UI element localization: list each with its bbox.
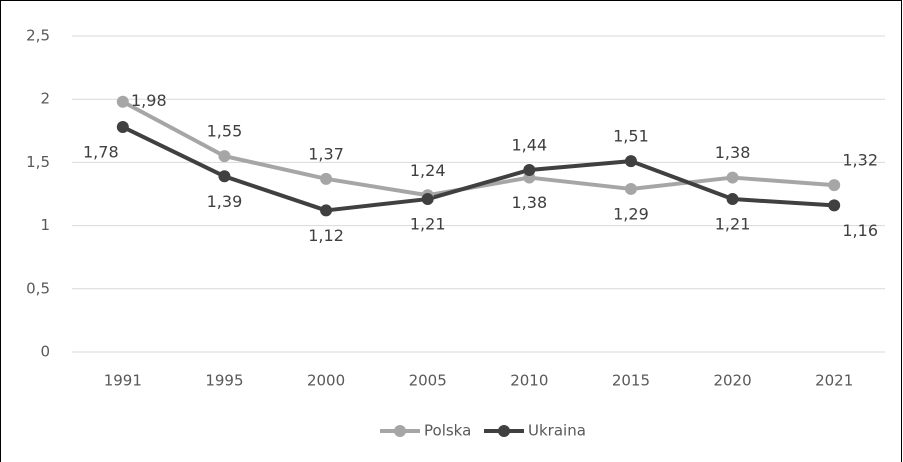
x-tick-label: 2010	[510, 372, 548, 390]
data-label: 1,21	[410, 215, 446, 234]
legend-label: Polska	[424, 422, 471, 440]
data-label: 1,44	[512, 135, 548, 154]
x-tick-label: 2021	[815, 372, 853, 390]
legend-marker	[498, 425, 510, 437]
y-tick-label: 0,5	[26, 279, 50, 297]
series-line	[121, 125, 835, 213]
data-point	[828, 199, 841, 212]
x-tick-label: 2020	[713, 372, 751, 390]
x-tick-label: 1995	[205, 372, 243, 390]
data-point	[320, 204, 333, 217]
data-label: 1,38	[512, 193, 548, 212]
data-label: 1,39	[207, 192, 243, 211]
data-point	[828, 179, 841, 192]
data-label: 1,29	[613, 204, 649, 223]
data-point	[726, 171, 739, 184]
data-point	[421, 193, 434, 206]
x-tick-label: 2015	[612, 372, 650, 390]
data-point	[726, 193, 739, 206]
data-label: 1,78	[83, 143, 119, 162]
legend-label: Ukraina	[528, 422, 586, 440]
data-point	[116, 95, 129, 108]
y-tick-label: 0	[40, 343, 50, 361]
legend-marker	[394, 425, 406, 437]
x-tick-label: 2000	[307, 372, 345, 390]
data-point	[218, 150, 231, 163]
y-tick-label: 2	[40, 90, 50, 108]
data-label: 1,21	[715, 215, 751, 234]
y-tick-label: 1,5	[26, 153, 50, 171]
y-tick-label: 1	[40, 216, 50, 234]
data-label: 1,55	[207, 122, 243, 141]
data-label: 1,32	[842, 151, 878, 170]
data-point	[320, 172, 333, 185]
data-point	[218, 170, 231, 183]
data-label: 1,51	[613, 127, 649, 146]
data-label: 1,24	[410, 161, 446, 180]
data-label: 1,12	[308, 226, 344, 245]
data-label: 1,37	[308, 144, 344, 163]
data-point	[116, 121, 129, 134]
data-point	[624, 155, 637, 168]
x-tick-label: 2005	[409, 372, 447, 390]
x-tick-label: 1991	[104, 372, 142, 390]
data-point	[624, 182, 637, 195]
data-label: 1,16	[842, 221, 878, 240]
data-label: 1,38	[715, 143, 751, 162]
y-tick-label: 2,5	[26, 27, 50, 45]
data-point	[523, 163, 536, 176]
data-label: 1,98	[131, 91, 167, 110]
